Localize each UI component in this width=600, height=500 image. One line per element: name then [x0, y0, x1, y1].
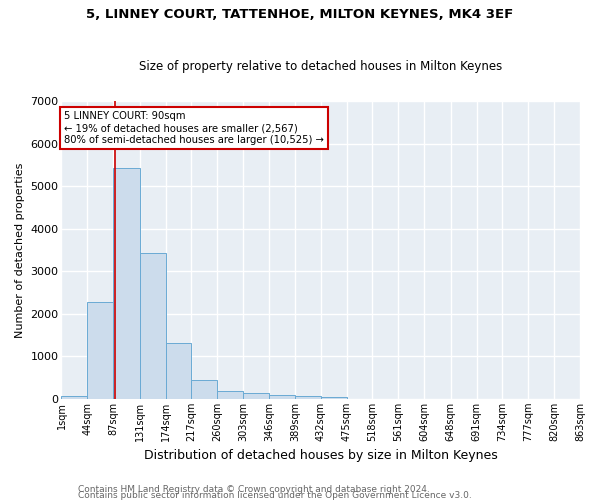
Title: Size of property relative to detached houses in Milton Keynes: Size of property relative to detached ho… [139, 60, 502, 74]
Bar [269, 394, 295, 399]
Bar [321, 397, 347, 399]
Y-axis label: Number of detached properties: Number of detached properties [15, 162, 25, 338]
Bar [217, 392, 243, 399]
Text: 5 LINNEY COURT: 90sqm
← 19% of detached houses are smaller (2,567)
80% of semi-d: 5 LINNEY COURT: 90sqm ← 19% of detached … [64, 112, 324, 144]
Bar [113, 168, 140, 399]
Bar [61, 396, 88, 399]
Bar [140, 253, 166, 399]
Bar [243, 392, 269, 399]
X-axis label: Distribution of detached houses by size in Milton Keynes: Distribution of detached houses by size … [144, 450, 497, 462]
Text: 5, LINNEY COURT, TATTENHOE, MILTON KEYNES, MK4 3EF: 5, LINNEY COURT, TATTENHOE, MILTON KEYNE… [86, 8, 514, 20]
Bar [88, 302, 113, 399]
Bar [295, 396, 321, 399]
Bar [166, 343, 191, 399]
Text: Contains public sector information licensed under the Open Government Licence v3: Contains public sector information licen… [78, 490, 472, 500]
Bar [191, 380, 217, 399]
Text: Contains HM Land Registry data © Crown copyright and database right 2024.: Contains HM Land Registry data © Crown c… [78, 484, 430, 494]
